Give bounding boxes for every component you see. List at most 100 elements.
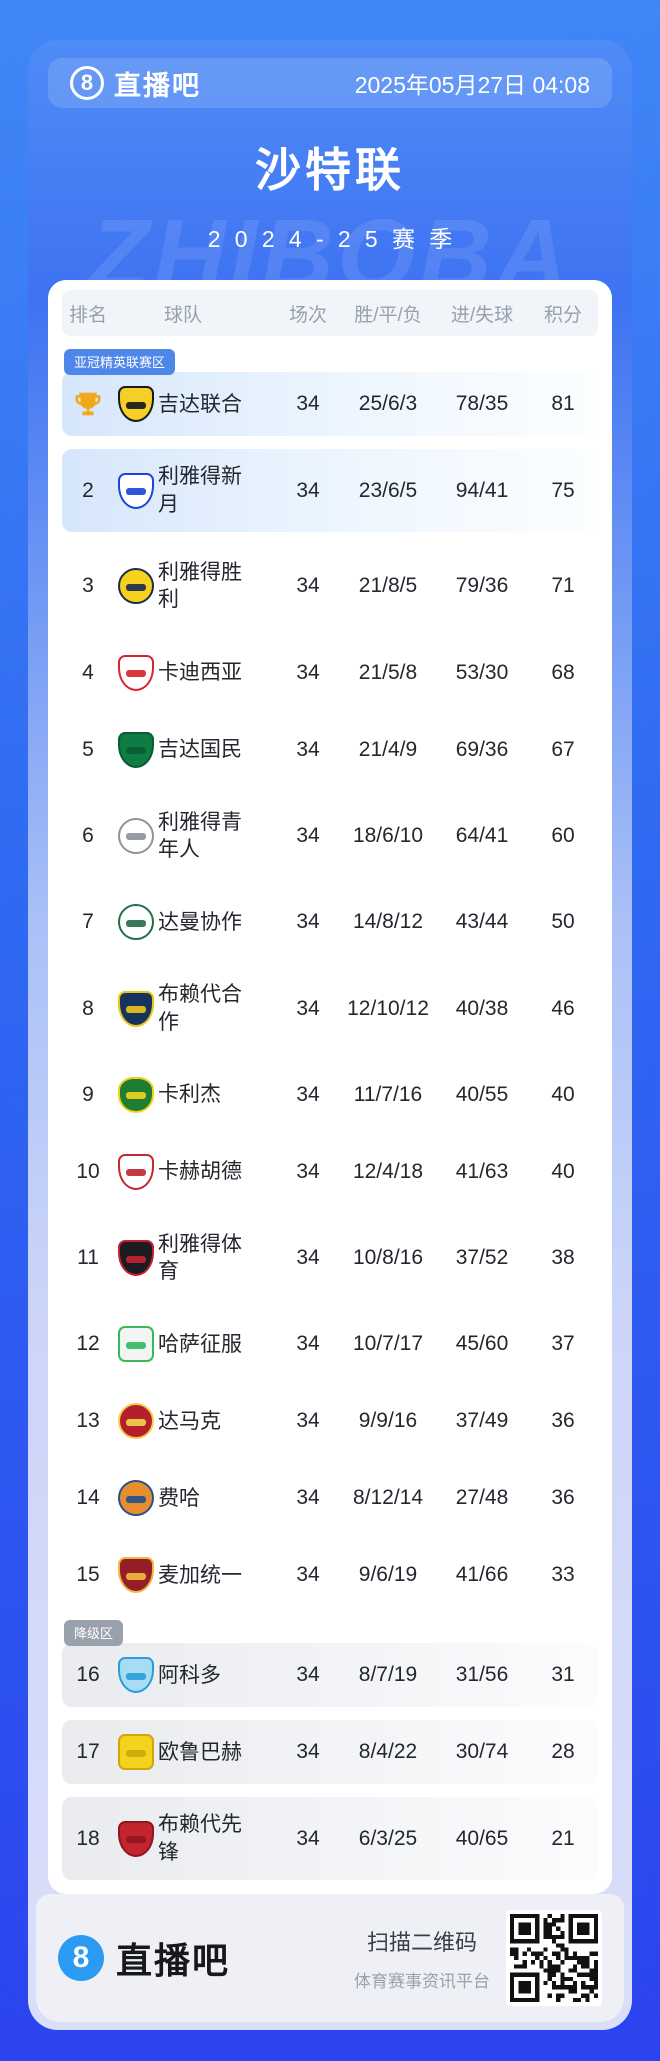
rank-cell: 7 [62,910,114,934]
team-name: 利雅得胜利 [158,561,242,612]
table-row: 13 达马克 34 9/9/16 37/49 36 [62,1389,598,1454]
rank-cell: 3 [62,574,114,598]
col-wdl: 胜/平/负 [354,304,422,326]
rank-cell: 17 [62,1740,114,1764]
team-logo-cell [114,654,158,691]
timestamp: 2025年05月27日 04:08 [354,72,590,99]
table-row: 6 利雅得青年人 34 18/6/10 64/41 60 [62,794,598,878]
scan-hint-text: 扫描二维码 [366,1929,477,1955]
win-draw-loss: 21/8/5 [358,574,418,598]
rank-number: 10 [76,1159,100,1183]
al-fateh-crest [118,1326,154,1363]
footer-brand-name: 直播吧 [116,1940,231,1981]
rank-cell: 15 [62,1563,114,1587]
zhibo8-footer-logo-icon: 8 [58,1935,104,1981]
goals-for-against: 37/52 [455,1246,509,1270]
al-nassr-crest [118,568,154,605]
page-title: 沙特联 [255,144,405,197]
team-name: 哈萨征服 [158,1332,242,1356]
goals-for-against: 79/36 [455,574,509,598]
al-shabab-crest [118,817,154,854]
team-name: 利雅得新月 [158,465,242,516]
al-qadsiah-crest [118,654,154,691]
team-logo-cell [114,472,158,509]
team-name: 利雅得青年人 [158,810,242,861]
table-row: 11 利雅得体育 34 10/8/16 37/52 38 [62,1216,598,1300]
team-name: 阿科多 [158,1663,221,1687]
rank-cell: 8 [62,997,114,1021]
table-header: 排名 球队 场次 胜/平/负 进/失球 积分 [62,290,598,337]
points: 40 [551,1159,575,1183]
matches-played: 34 [296,1246,320,1270]
rank-number: 18 [76,1826,100,1850]
rank-number: 17 [76,1740,100,1764]
rank-cell: 1 [62,389,114,419]
rank-number: 7 [82,910,94,934]
matches-played: 34 [296,574,320,598]
points: 40 [551,1082,575,1106]
rank-number: 3 [82,574,94,598]
team-logo-cell [114,1734,158,1771]
points: 28 [551,1740,575,1764]
rank-number: 16 [76,1663,100,1687]
damac-crest [118,1403,154,1440]
al-feiha-crest [118,1480,154,1517]
goals-for-against: 27/48 [455,1486,509,1510]
goals-for-against: 37/49 [455,1409,509,1433]
rank-cell: 12 [62,1332,114,1356]
rank-cell: 13 [62,1409,114,1433]
points: 81 [551,392,575,416]
goals-for-against: 40/38 [455,996,509,1020]
team-name: 布赖代合作 [158,983,242,1034]
matches-played: 34 [296,478,320,502]
team-logo-cell [114,1240,158,1277]
table-row: 10 卡赫胡德 34 12/4/18 41/63 40 [62,1139,598,1204]
al-orobah-crest [118,1734,154,1771]
team-logo-cell [114,1326,158,1363]
team-name: 卡迪西亚 [158,660,242,684]
table-row: 14 费哈 34 8/12/14 27/48 36 [62,1466,598,1531]
points: 46 [551,996,575,1020]
rank-number: 4 [82,660,94,684]
al-ahli-crest [118,731,154,768]
points: 60 [551,823,575,847]
matches-played: 34 [296,660,320,684]
team-name: 麦加统一 [158,1563,242,1587]
points: 71 [551,574,575,598]
goals-for-against: 94/41 [455,478,509,502]
team-logo-cell [114,1657,158,1694]
rank-cell: 4 [62,661,114,685]
win-draw-loss: 25/6/3 [358,392,418,416]
trophy-icon [75,393,101,416]
rank-number: 15 [76,1563,100,1587]
team-name: 利雅得体育 [158,1232,242,1284]
al-taawoun-crest [118,990,154,1027]
points: 50 [551,910,575,934]
team-name: 费哈 [158,1486,200,1510]
points: 37 [551,1332,575,1356]
team-name: 达马克 [158,1409,221,1433]
win-draw-loss: 10/7/17 [352,1332,424,1356]
zhibo8-logo-icon: 8 [70,66,104,101]
app-brand: 8 直播吧 [70,64,201,103]
points: 36 [551,1486,575,1510]
team-logo-cell [114,1820,158,1857]
team-logo-cell [114,990,158,1027]
app-brand-name: 直播吧 [114,70,201,101]
rank-cell: 6 [62,824,114,848]
win-draw-loss: 9/9/16 [358,1409,418,1433]
goals-for-against: 69/36 [455,737,509,761]
goals-for-against: 40/65 [455,1826,509,1850]
team-logo-cell [114,1153,158,1190]
matches-played: 34 [296,1663,320,1687]
team-logo-cell [114,731,158,768]
al-khaleej-crest [118,1076,154,1113]
table-row: 8 布赖代合作 34 12/10/12 40/38 46 [62,967,598,1050]
goals-for-against: 45/60 [455,1332,509,1356]
al-akhdoud-crest [118,1657,154,1694]
al-okhdood-crest [118,1153,154,1190]
team-logo-cell [114,1557,158,1594]
matches-played: 34 [296,1826,320,1850]
al-hilal-crest [118,472,154,509]
matches-played: 34 [296,910,320,934]
